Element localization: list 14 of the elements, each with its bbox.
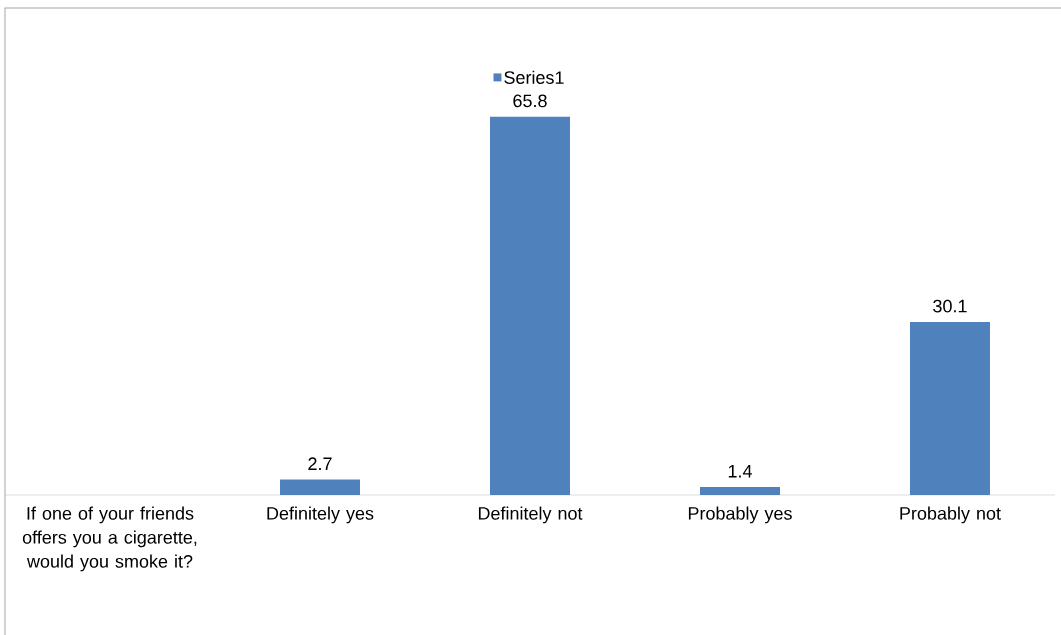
data-label: 30.1	[933, 299, 967, 313]
x-tick-label: If one of your friends offers you a cigarette, would you smoke it?	[22, 506, 197, 572]
data-label: 2.7	[308, 457, 332, 470]
x-tick-label: Definitely yes	[267, 506, 374, 524]
bar	[489, 116, 570, 495]
data-label: 65.8	[513, 94, 547, 108]
data-label: 1.4	[728, 465, 752, 478]
bar	[699, 486, 780, 495]
x-tick-label: Probably yes	[688, 506, 792, 524]
bar	[279, 479, 360, 495]
legend-label: Series1	[504, 70, 564, 84]
bar	[909, 321, 990, 495]
x-tick-label: Definitely not	[478, 506, 583, 524]
x-tick-label: Probably not	[900, 506, 1001, 524]
